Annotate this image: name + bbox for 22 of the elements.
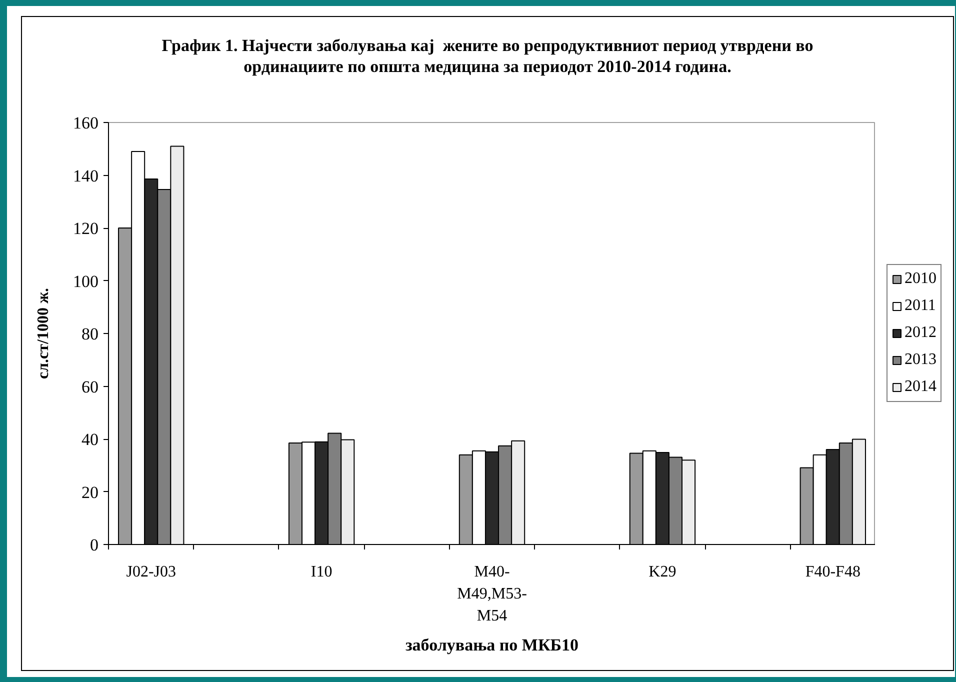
y-tick-label: 140 [73,166,98,186]
y-tick-label: 40 [82,430,98,449]
y-tick-label: 80 [82,324,98,344]
y-tick-label: 60 [82,377,98,396]
legend-label: 2012 [904,323,936,343]
y-tick-label: 0 [90,536,98,554]
y-tick-label: 100 [73,272,98,291]
x-axis-title: заболувања по МКБ10 [405,636,579,655]
legend-label: 2014 [904,377,936,397]
legend-label: 2011 [904,296,936,316]
y-tick-label: 120 [73,219,98,238]
y-axis-title: сл.ст/1000 ж. [35,288,52,380]
x-tick-label: K29 [648,564,676,580]
x-tick-label: J02-J03 [126,564,176,580]
y-tick-label: 20 [82,482,98,502]
x-tick-label: I10 [310,564,332,580]
x-tick-label: M40-M49,M53-M54 [457,564,527,625]
legend-label: 2010 [904,269,936,289]
x-tick-label: F40-F48 [805,564,860,580]
y-tick-label: 160 [73,114,98,132]
chart-title: График 1. Најчести заболувања кај жените во репродуктивниот период утврдени во ординациите по општа медицина за периодот 2010-2014 година. [160,35,814,77]
legend-label: 2013 [904,350,936,370]
